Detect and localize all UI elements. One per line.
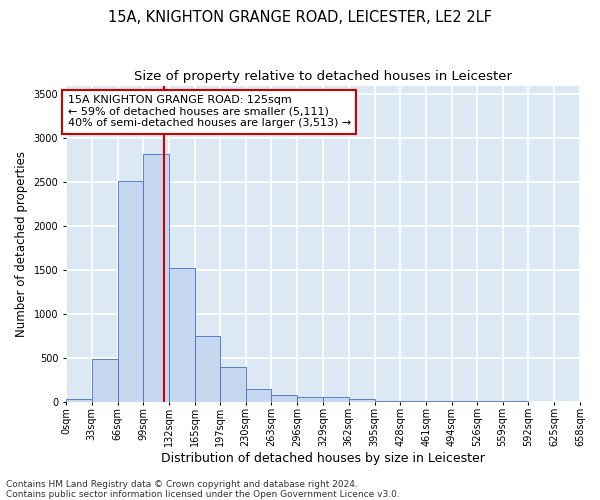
Bar — [118, 181, 143, 402]
Bar — [169, 268, 195, 402]
Bar — [271, 395, 297, 402]
Bar — [143, 154, 169, 402]
Bar — [220, 368, 245, 402]
Bar — [400, 400, 426, 402]
Bar — [426, 400, 452, 402]
Bar — [297, 397, 323, 402]
Bar — [349, 400, 374, 402]
Text: 15A, KNIGHTON GRANGE ROAD, LEICESTER, LE2 2LF: 15A, KNIGHTON GRANGE ROAD, LEICESTER, LE… — [108, 10, 492, 25]
Bar — [195, 336, 220, 402]
Bar — [66, 400, 92, 402]
Text: 15A KNIGHTON GRANGE ROAD: 125sqm
← 59% of detached houses are smaller (5,111)
40: 15A KNIGHTON GRANGE ROAD: 125sqm ← 59% o… — [68, 95, 351, 128]
Title: Size of property relative to detached houses in Leicester: Size of property relative to detached ho… — [134, 70, 512, 83]
Text: Contains public sector information licensed under the Open Government Licence v3: Contains public sector information licen… — [6, 490, 400, 499]
Bar — [374, 400, 400, 402]
Bar — [323, 397, 349, 402]
Bar — [92, 360, 118, 402]
X-axis label: Distribution of detached houses by size in Leicester: Distribution of detached houses by size … — [161, 452, 485, 465]
Bar — [245, 389, 271, 402]
Y-axis label: Number of detached properties: Number of detached properties — [15, 150, 28, 336]
Text: Contains HM Land Registry data © Crown copyright and database right 2024.: Contains HM Land Registry data © Crown c… — [6, 480, 358, 489]
